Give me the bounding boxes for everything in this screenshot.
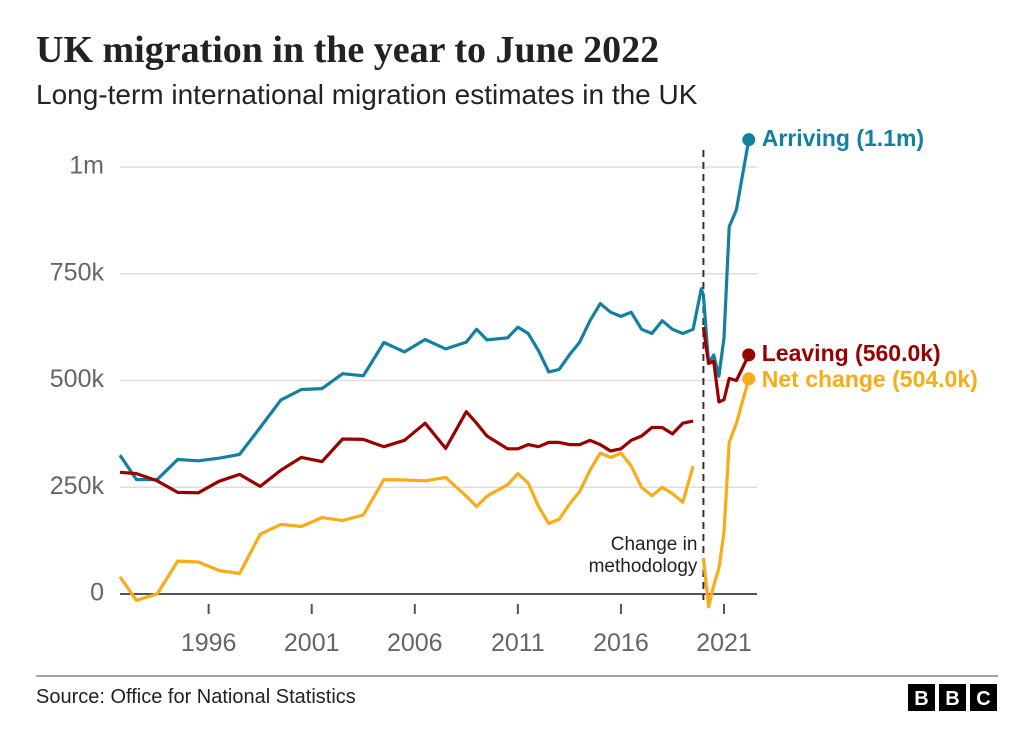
annotation: methodology <box>589 556 698 577</box>
logo-letter: B <box>914 688 928 710</box>
x-tick-label: 2006 <box>387 629 443 657</box>
x-tick-label: 2001 <box>284 629 340 657</box>
logo-block <box>939 684 966 711</box>
series-line <box>118 139 751 482</box>
x-tick-label: 2016 <box>593 629 649 657</box>
y-tick-label: 0 <box>90 579 104 607</box>
source: Source: Office for National Statistics <box>36 686 356 708</box>
x-tick-label: 1996 <box>181 629 237 657</box>
end-dot <box>742 372 756 386</box>
series-line <box>118 378 751 609</box>
annotation: Change in <box>611 534 698 555</box>
y-tick-label: 250k <box>50 472 105 500</box>
x-tick-label: 2011 <box>491 629 545 657</box>
logo-letter: C <box>976 688 990 710</box>
logo-block <box>908 684 935 711</box>
y-tick-label: 1m <box>69 152 104 180</box>
lines: Arriving (1.1m) Leaving (560.0k)Net chang… <box>118 125 978 609</box>
series-label: Arriving (1.1m) <box>762 125 924 151</box>
chart-title: UK migration in the year to June 2022 <box>36 29 659 71</box>
logo-letter: B <box>945 688 959 710</box>
series-label: Leaving (560.0k) <box>762 340 941 366</box>
x-tick-label: 2021 <box>696 629 752 657</box>
series-label: Net change (504.0k) <box>762 366 978 392</box>
y-tick-label: 500k <box>50 365 105 393</box>
series-line <box>119 326 751 495</box>
logo-block <box>970 684 997 711</box>
end-dot <box>742 133 756 147</box>
end-dot <box>742 348 756 362</box>
grid: 0 250k 500k 750k 1m 1996 2001 2006 2011 2016 2021 C… <box>50 150 757 657</box>
chart-subtitle: Long-term international migration estima… <box>36 79 698 110</box>
y-tick-label: 750k <box>50 258 105 286</box>
